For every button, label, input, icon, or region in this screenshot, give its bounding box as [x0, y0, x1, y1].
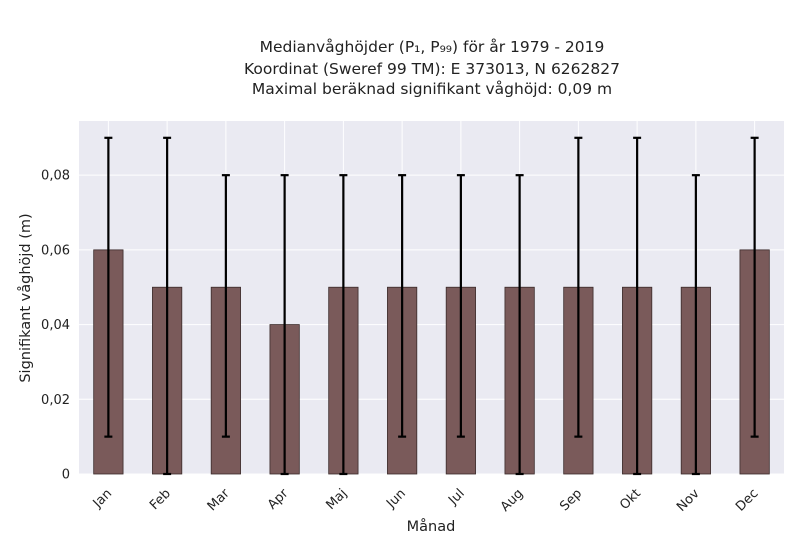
chart-title: Medianvåghöjder (P₁, P₉₉) för år 1979 - …: [244, 38, 620, 98]
title-line-1: Medianvåghöjder (P₁, P₉₉) för år 1979 - …: [260, 38, 605, 56]
x-tick-label: Jun: [383, 486, 409, 512]
x-tick-label: Okt: [617, 486, 644, 513]
error-bar-maj: [339, 174, 348, 476]
plot-area: [79, 121, 784, 474]
y-tick-label: 0,08: [41, 169, 70, 184]
x-tick-label: Nov: [674, 486, 703, 515]
y-axis-ticks: 0 0,02 0,04 0,06 0,08: [41, 169, 70, 483]
error-bar-feb: [163, 136, 172, 476]
y-tick-label: 0: [62, 468, 70, 483]
x-tick-label: Sep: [557, 486, 585, 514]
x-tick-label: Aug: [498, 486, 527, 515]
x-tick-label: Jan: [90, 486, 115, 511]
x-tick-label: Feb: [147, 486, 174, 513]
error-bar-apr: [280, 174, 289, 476]
error-bar-mar: [221, 174, 230, 438]
y-axis-label: Signifikant våghöjd (m): [17, 213, 34, 382]
y-tick-label: 0,02: [41, 393, 70, 408]
title-line-3: Maximal beräknad signifikant våghöjd: 0,…: [252, 80, 612, 98]
error-bar-aug: [515, 174, 524, 476]
error-bar-nov: [691, 174, 700, 476]
y-tick-label: 0,04: [41, 318, 70, 333]
error-bar-jan: [104, 136, 113, 438]
error-bar-jul: [456, 174, 465, 438]
x-tick-label: Jul: [445, 486, 467, 508]
y-tick-label: 0,06: [41, 243, 70, 258]
title-line-2: Koordinat (Sweref 99 TM): E 373013, N 62…: [244, 60, 620, 78]
error-bar-jun: [398, 174, 407, 438]
x-tick-label: Mar: [205, 486, 233, 514]
error-bars: [104, 136, 759, 476]
x-tick-label: Dec: [733, 486, 761, 514]
x-tick-label: Maj: [323, 486, 350, 513]
x-tick-label: Apr: [265, 486, 292, 513]
x-axis-ticks: Jan Feb Mar Apr Maj Jun Jul Aug Sep Okt Nov Dec: [90, 486, 762, 515]
x-axis-label: Månad: [407, 518, 456, 535]
error-bar-dec: [750, 136, 759, 438]
error-bar-okt: [633, 136, 642, 476]
error-bar-sep: [574, 136, 583, 438]
